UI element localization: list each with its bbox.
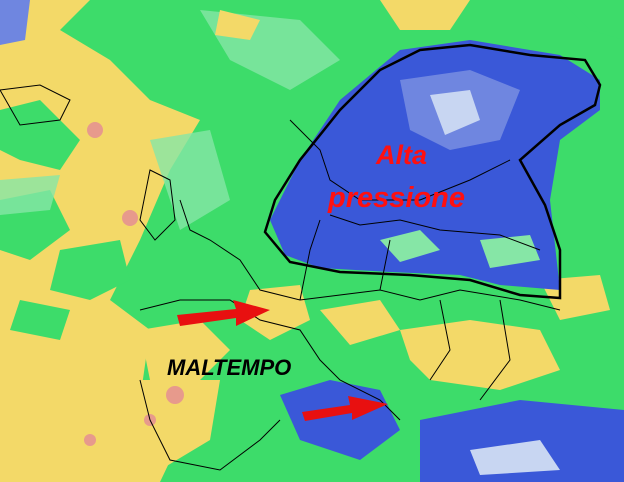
yellow-anomaly-areas (130, 0, 610, 470)
high-pressure-outline (263, 43, 602, 300)
arrow-toward-france (177, 300, 270, 326)
arrow-toward-southern-italy (302, 396, 388, 421)
strong-positive-areas (84, 122, 184, 446)
red-arrows (177, 300, 388, 421)
high-pressure-label: Alta (376, 140, 428, 170)
bad-weather-label: MALTEMPO (167, 355, 292, 380)
country-borders (0, 84, 561, 471)
high-pressure-label-line2: pressione (328, 182, 465, 214)
